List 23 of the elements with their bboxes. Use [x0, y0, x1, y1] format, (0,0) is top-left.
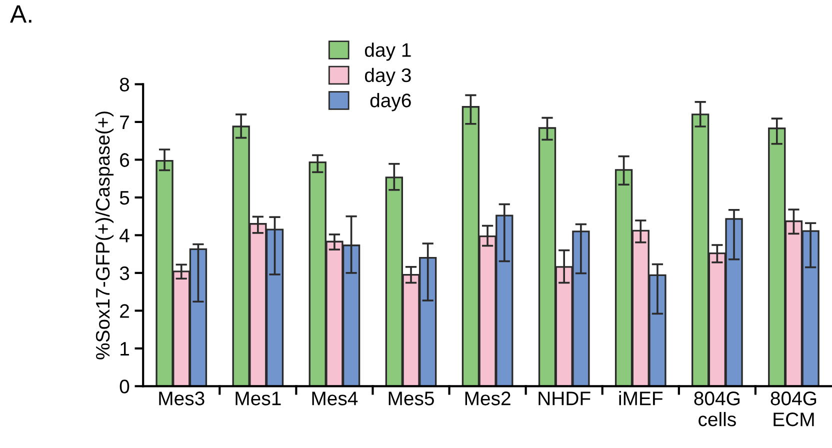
legend-label: day 3 [364, 68, 411, 86]
y-tick-label: 5 [120, 191, 130, 205]
x-tick-label: 804G ECM [770, 392, 816, 426]
y-tick-label: 7 [120, 116, 129, 130]
y-axis-title: %Sox17-GFP(+)/Caspase(+) [95, 112, 114, 360]
y-tick-label: 1 [120, 342, 129, 356]
y-tick-label: 0 [120, 380, 130, 394]
x-tick-label: Mes5 [388, 392, 434, 406]
x-tick-label: iMEF [619, 391, 663, 406]
x-tick-label: Mes3 [159, 392, 204, 406]
chart-title: A. [10, 5, 32, 23]
x-tick-label: 804G cells [694, 392, 740, 426]
y-tick-label: 4 [120, 228, 130, 242]
y-tick-label: 3 [120, 266, 130, 280]
x-tick-label: Mes2 [465, 392, 510, 406]
y-tick-label: 2 [120, 304, 129, 318]
y-tick-label: 8 [120, 78, 130, 92]
legend-label: day 1 [364, 42, 411, 61]
x-tick-label: Mes1 [236, 392, 281, 406]
x-tick-label: NHDF [538, 392, 590, 406]
x-tick-label: Mes4 [312, 392, 358, 406]
legend-label: day6 [370, 93, 411, 112]
y-tick-label: 6 [120, 153, 130, 167]
